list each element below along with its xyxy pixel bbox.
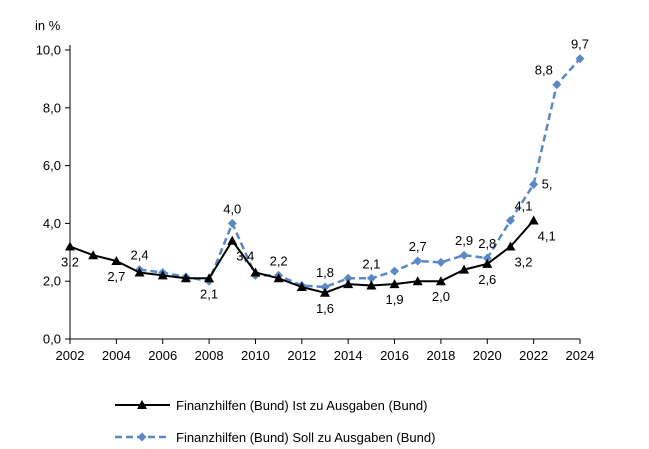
legend: Finanzhilfen (Bund) Ist zu Ausgaben (Bun… — [115, 398, 435, 445]
data-label: 1,6 — [316, 301, 334, 316]
x-tick-label: 2004 — [102, 348, 131, 363]
data-label: 5, — [542, 176, 553, 191]
x-tick-label: 2008 — [195, 348, 224, 363]
y-axis-ticks: 0,0 2,0 4,0 6,0 8,0 10,0 — [36, 43, 70, 347]
data-label: 3,2 — [514, 255, 532, 270]
data-label: 9,7 — [571, 37, 589, 52]
data-label: 1,8 — [316, 265, 334, 280]
x-tick-label: 2024 — [566, 348, 595, 363]
data-point — [505, 241, 516, 251]
y-tick-label: 0,0 — [43, 332, 61, 347]
data-point — [157, 270, 168, 280]
data-point — [528, 215, 539, 225]
data-point — [529, 179, 539, 189]
data-point — [413, 256, 423, 266]
data-point — [180, 273, 191, 283]
x-tick-label: 2012 — [287, 348, 316, 363]
data-label: 3,4 — [236, 249, 254, 264]
legend-label: Finanzhilfen (Bund) Ist zu Ausgaben (Bun… — [176, 398, 427, 413]
data-label: 2,1 — [200, 286, 218, 301]
x-tick-label: 2010 — [241, 348, 270, 363]
x-axis-ticks: 2002 2004 2006 2008 2010 2012 2014 2016 2018 2020… — [56, 339, 595, 363]
data-label: 4,1 — [538, 229, 556, 244]
data-label: 2,8 — [478, 236, 496, 251]
data-point — [390, 266, 400, 276]
y-tick-label: 4,0 — [43, 216, 61, 231]
x-tick-label: 2020 — [473, 348, 502, 363]
data-point — [435, 276, 446, 286]
data-point — [552, 80, 562, 90]
y-axis-unit-label: in % — [35, 18, 61, 33]
data-label: 4,1 — [514, 199, 532, 214]
x-tick-label: 2022 — [519, 348, 548, 363]
data-point — [343, 279, 354, 289]
data-point — [389, 279, 400, 289]
data-point — [459, 250, 469, 260]
y-tick-label: 2,0 — [43, 274, 61, 289]
series-layer — [65, 54, 585, 297]
data-label: 4,0 — [223, 201, 241, 216]
data-point — [320, 287, 330, 297]
data-point — [296, 281, 307, 291]
data-label: 8,8 — [535, 63, 553, 78]
data-label: 2,1 — [362, 256, 380, 271]
x-tick-label: 2006 — [148, 348, 177, 363]
data-point — [65, 241, 75, 251]
data-point — [436, 257, 446, 267]
data-point — [412, 276, 423, 286]
data-point — [88, 250, 99, 260]
data-point — [482, 258, 493, 268]
data-point — [137, 432, 147, 442]
data-point — [366, 280, 377, 290]
x-tick-label: 2002 — [56, 348, 85, 363]
data-point — [227, 218, 237, 228]
data-label: 2,7 — [409, 239, 427, 254]
data-point — [137, 400, 147, 409]
x-tick-label: 2014 — [334, 348, 363, 363]
data-label: 1,9 — [386, 292, 404, 307]
data-point — [343, 273, 353, 283]
data-label: 2,6 — [478, 272, 496, 287]
data-point — [505, 216, 515, 226]
data-point — [459, 264, 470, 274]
data-point — [482, 253, 492, 263]
series-line — [139, 57, 581, 289]
data-label: 3,2 — [61, 255, 79, 270]
data-point — [204, 273, 215, 283]
data-point — [320, 282, 330, 292]
y-tick-label: 6,0 — [43, 158, 61, 173]
x-tick-label: 2016 — [380, 348, 409, 363]
data-label: 2,7 — [107, 269, 125, 284]
legend-item-soll: Finanzhilfen (Bund) Soll zu Ausgaben (Bu… — [115, 430, 435, 445]
x-tick-label: 2018 — [426, 348, 455, 363]
data-label: 2,9 — [455, 233, 473, 248]
y-tick-label: 10,0 — [36, 43, 61, 58]
data-point — [366, 273, 376, 283]
data-point — [227, 235, 238, 245]
data-point — [250, 267, 261, 277]
data-point — [111, 255, 122, 265]
legend-item-ist: Finanzhilfen (Bund) Ist zu Ausgaben (Bun… — [115, 398, 427, 413]
legend-label: Finanzhilfen (Bund) Soll zu Ausgaben (Bu… — [176, 430, 435, 445]
data-labels: 3,2 2,7 2,1 3,4 1,6 1,9 2,0 2,6 3,2 4,1 2,4 4,0 2,2 1… — [61, 37, 589, 316]
data-point — [273, 273, 284, 283]
data-label: 2,2 — [270, 253, 288, 268]
data-point — [134, 267, 145, 277]
series-ist — [65, 215, 539, 297]
data-label: 2,4 — [131, 248, 149, 263]
data-point — [575, 54, 585, 64]
y-tick-label: 8,0 — [43, 100, 61, 115]
data-label: 2,0 — [432, 289, 450, 304]
